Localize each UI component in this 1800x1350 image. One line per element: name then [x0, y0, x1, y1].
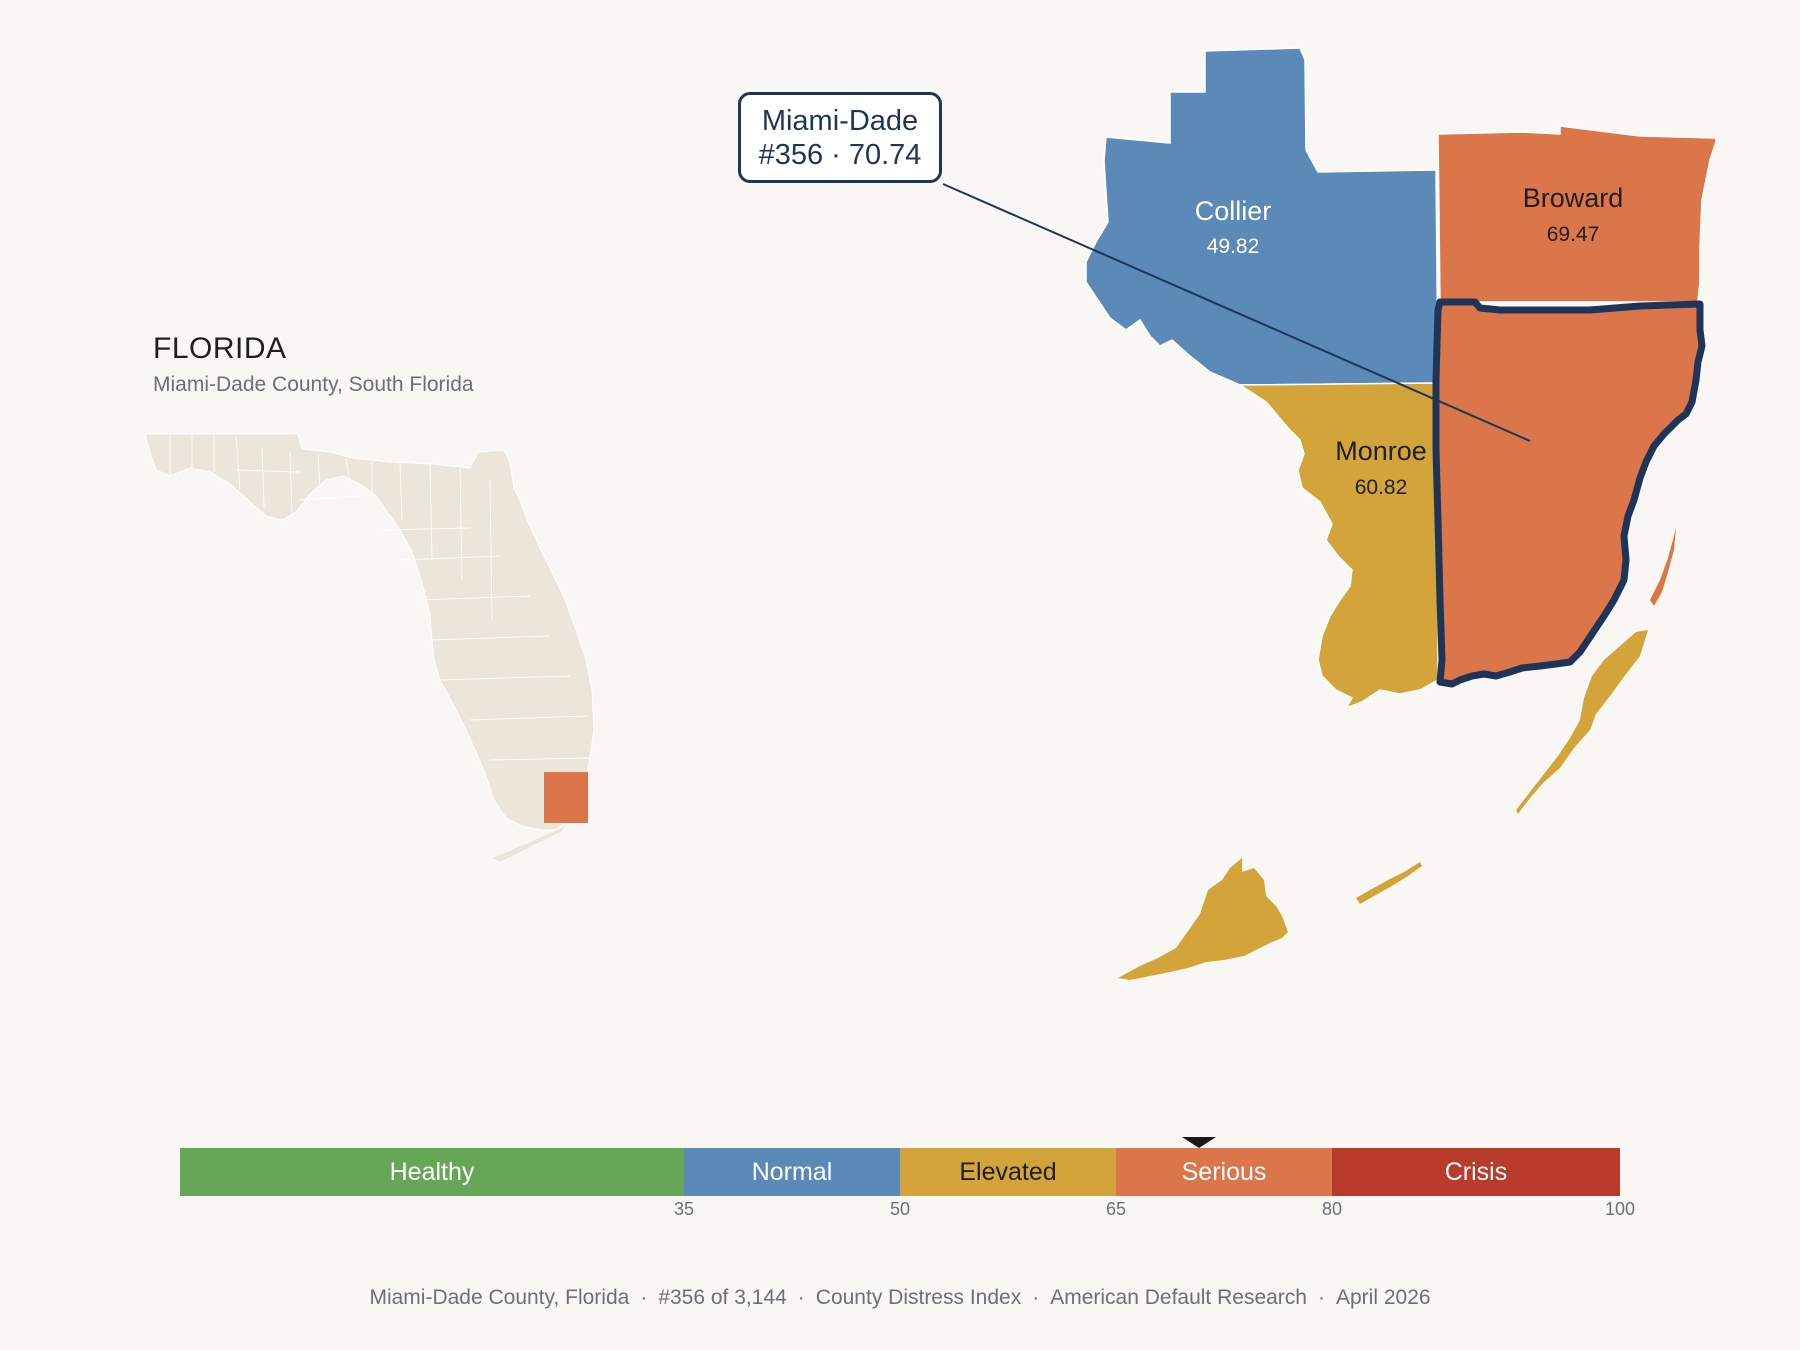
legend-tick-100: 100 [1604, 1199, 1636, 1219]
county-monroe-keys-upper [1516, 630, 1648, 814]
county-monroe-keys-lower [1356, 862, 1422, 904]
county-broward-coast-sliver [1650, 528, 1676, 606]
county-score-collier: 49.82 [1207, 235, 1260, 258]
county-zoom-map: Collier 49.82 Broward 69.47 Monroe 60.82 [942, 47, 1717, 980]
footer-source: American Default Research [1050, 1286, 1307, 1309]
county-label-monroe: Monroe [1335, 436, 1427, 466]
legend-segment-normal: Normal [684, 1148, 900, 1196]
county-miami-dade [1436, 302, 1702, 684]
florida-keys-inset [493, 826, 566, 862]
callout-county-name: Miami-Dade [761, 104, 919, 137]
legend-segment-elevated: Elevated [900, 1148, 1116, 1196]
callout-rank-score: #356 · 70.74 [758, 138, 922, 171]
county-callout: Miami-Dade #356 · 70.74 [738, 92, 942, 183]
county-monroe-dry-tortugas [1118, 858, 1288, 980]
florida-county-lines [169, 434, 591, 761]
legend-score-marker [1181, 1137, 1216, 1148]
county-broward [1437, 125, 1717, 303]
footer-index-name: County Distress Index [815, 1286, 1022, 1309]
florida-state-shape [144, 433, 595, 831]
footer-date: April 2026 [1335, 1286, 1431, 1309]
miami-dade-outline [1432, 298, 1706, 688]
florida-miami-dade-highlight [544, 772, 588, 823]
florida-state-map [144, 433, 595, 862]
callout-leader-line [942, 183, 1531, 442]
legend-segment-serious: Serious [1116, 1148, 1332, 1196]
footer-rank: #356 of 3,144 [658, 1286, 787, 1309]
legend-tick-80: 80 [1321, 1199, 1343, 1219]
county-label-broward: Broward [1523, 183, 1624, 213]
legend-segment-healthy: Healthy [180, 1148, 684, 1196]
legend-tick-65: 65 [1105, 1199, 1127, 1219]
county-monroe-mainland [1237, 382, 1439, 710]
legend-tick-50: 50 [889, 1199, 911, 1219]
legend-bar: Healthy Normal Elevated Serious Crisis [180, 1148, 1620, 1196]
county-label-collier: Collier [1195, 196, 1272, 226]
footer-credits: Miami-Dade County, Florida · #356 of 3,144… [369, 1286, 1431, 1309]
footer-location: Miami-Dade County, Florida [369, 1286, 630, 1309]
state-subtitle: Miami-Dade County, South Florida [153, 373, 474, 396]
county-score-broward: 69.47 [1547, 223, 1600, 246]
legend-tick-35: 35 [673, 1199, 695, 1219]
county-collier [1085, 47, 1439, 386]
state-title: FLORIDA [153, 332, 287, 365]
county-score-monroe: 60.82 [1355, 476, 1408, 499]
legend-segment-crisis: Crisis [1332, 1148, 1620, 1196]
